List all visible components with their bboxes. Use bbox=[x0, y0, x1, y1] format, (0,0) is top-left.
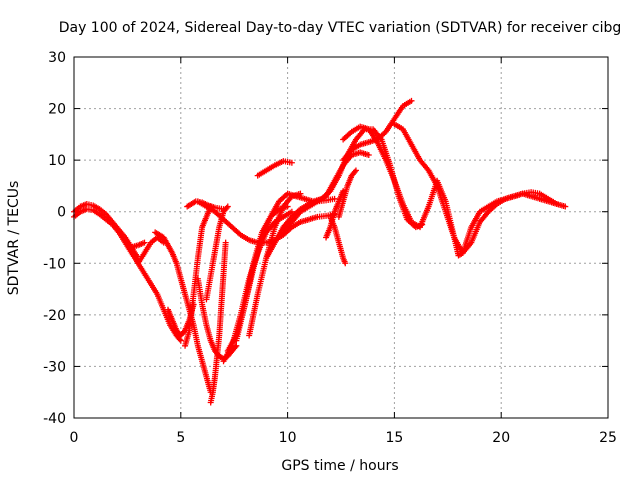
x-tick-label: 25 bbox=[599, 430, 617, 446]
y-tick-label: -10 bbox=[43, 256, 66, 272]
series-track-26 bbox=[391, 121, 560, 256]
x-tick-label: 0 bbox=[70, 430, 79, 446]
x-tick-label: 15 bbox=[385, 430, 403, 446]
data-point bbox=[177, 337, 184, 344]
y-tick-label: 0 bbox=[57, 205, 66, 221]
series-track-2 bbox=[71, 200, 142, 262]
data-point bbox=[176, 336, 183, 343]
plot-frame bbox=[73, 56, 609, 419]
data-point bbox=[562, 203, 569, 210]
data-point bbox=[331, 195, 338, 202]
data-point bbox=[553, 200, 560, 207]
y-tick-label: 10 bbox=[48, 153, 66, 169]
y-tick-label: -20 bbox=[43, 308, 66, 324]
data-point bbox=[365, 151, 372, 158]
x-tick-label: 5 bbox=[176, 430, 185, 446]
y-tick-label: 20 bbox=[48, 102, 66, 118]
data-point bbox=[352, 167, 359, 174]
data-point bbox=[224, 203, 231, 210]
series-track-22 bbox=[327, 213, 349, 267]
series-track-7 bbox=[182, 203, 214, 349]
series-track-3 bbox=[126, 239, 148, 251]
y-tick-label: 30 bbox=[48, 50, 66, 66]
series-track-15 bbox=[233, 190, 300, 344]
data-point bbox=[141, 239, 148, 246]
series-track-6 bbox=[164, 301, 197, 339]
y-axis-label: SDTVAR / TECUs bbox=[6, 181, 22, 296]
data-point bbox=[222, 239, 229, 246]
data-point bbox=[297, 190, 304, 197]
y-tick-label: -30 bbox=[43, 359, 66, 375]
x-tick-label: 10 bbox=[279, 430, 297, 446]
x-axis-label: GPS time / hours bbox=[281, 458, 398, 474]
data-point bbox=[408, 97, 415, 104]
data-points bbox=[71, 97, 569, 406]
data-point bbox=[223, 204, 230, 211]
data-point bbox=[342, 260, 349, 267]
data-point bbox=[288, 159, 295, 166]
series-track-24 bbox=[340, 97, 415, 164]
data-point bbox=[351, 168, 358, 175]
x-tick-label: 20 bbox=[492, 430, 510, 446]
y-tick-label: -40 bbox=[43, 411, 66, 427]
chart-title: Day 100 of 2024, Sidereal Day-to-day VTE… bbox=[59, 20, 622, 36]
series-track-18 bbox=[254, 158, 295, 179]
series-track-23 bbox=[335, 167, 359, 220]
